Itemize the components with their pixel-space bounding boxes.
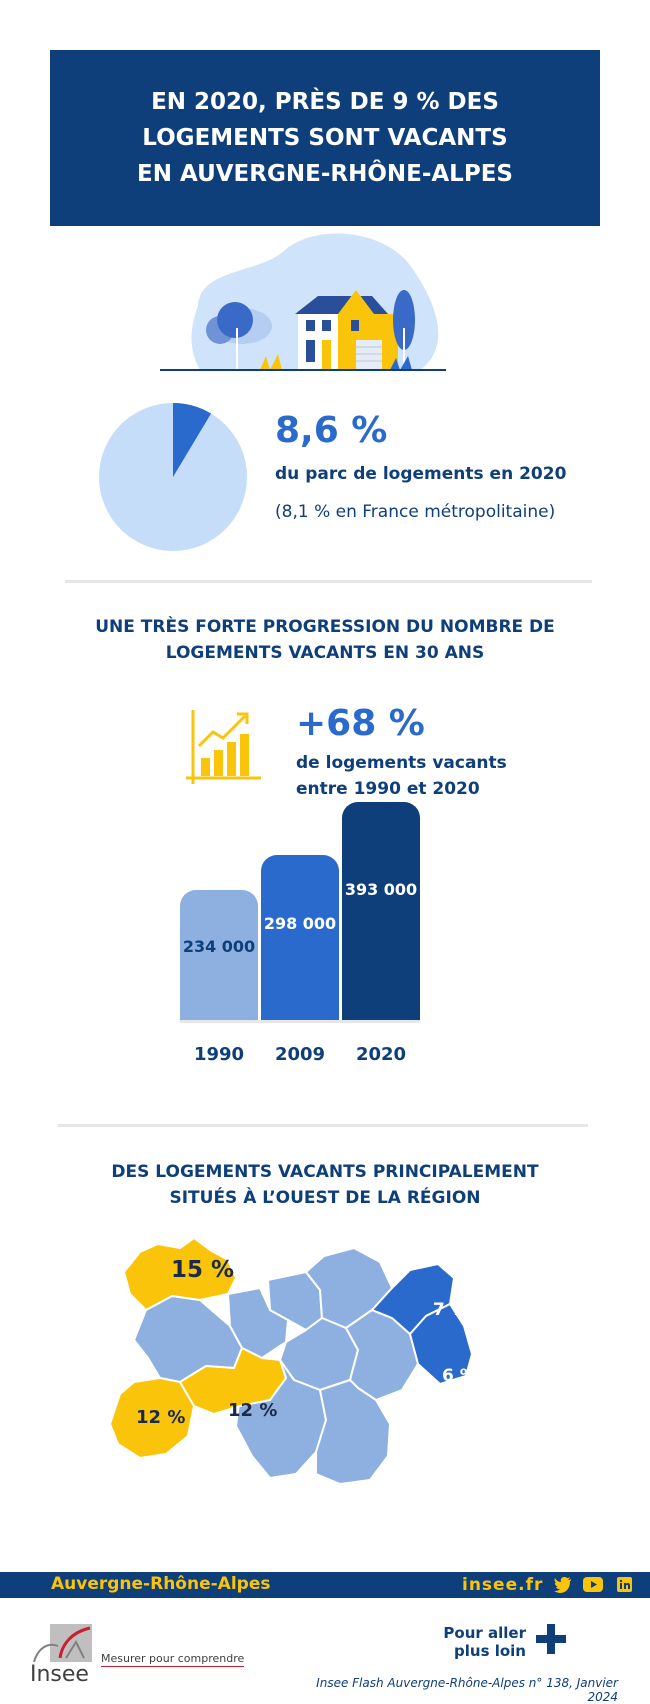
map-heading-line-2: SITUÉS À L’OUEST DE LA RÉGION	[169, 1188, 481, 1208]
share-note: (8,1 % en France métropolitaine)	[275, 502, 556, 522]
map-label-south-centre: 12 %	[228, 1400, 278, 1421]
title-line-2: LOGEMENTS SONT VACANTS	[142, 125, 508, 151]
bar-value-label-1990: 234 000	[182, 936, 256, 956]
year-label-2020: 2020	[355, 1044, 407, 1065]
footer-site-link[interactable]: insee.fr	[462, 1575, 544, 1595]
progression-label: de logements vacants entre 1990 et 2020	[296, 750, 507, 802]
youtube-icon[interactable]	[583, 1577, 603, 1592]
insee-logo-icon	[33, 1624, 92, 1663]
chart-baseline	[180, 1020, 420, 1023]
bar-1990	[180, 890, 258, 1020]
insee-tagline: Mesurer pour comprendre	[101, 1652, 245, 1667]
separator	[65, 580, 592, 583]
share-pie	[99, 403, 247, 551]
footer-bar: Auvergne-Rhône-Alpes insee.fr	[0, 1572, 650, 1598]
bar-2020	[342, 802, 420, 1020]
more-info-line-2: plus loin	[454, 1642, 526, 1660]
map-heading: DES LOGEMENTS VACANTS PRINCIPALEMENT SIT…	[50, 1159, 600, 1211]
progression-label-line-2: entre 1990 et 2020	[296, 779, 480, 799]
bar-value-label-2020: 393 000	[344, 880, 418, 900]
progression-heading-line-1: UNE TRÈS FORTE PROGRESSION DU NOMBRE DE	[95, 617, 555, 637]
map-department-north-west	[123, 1237, 237, 1311]
map-heading-line-1: DES LOGEMENTS VACANTS PRINCIPALEMENT	[111, 1162, 539, 1182]
map-department-east	[409, 1303, 473, 1385]
separator	[58, 1124, 588, 1127]
bar-2009	[261, 854, 339, 1020]
map-label-north-east: 7 %	[433, 1300, 468, 1320]
house-illustration	[160, 233, 446, 371]
vacant-housing-bar-chart: 234 000 1990 298 000 2009 393 000 2020	[180, 790, 430, 1070]
linkedin-icon[interactable]	[617, 1577, 632, 1592]
year-label-1990: 1990	[193, 1044, 245, 1065]
title-line-1: EN 2020, PRÈS DE 9 % DES	[151, 89, 499, 115]
progression-heading: UNE TRÈS FORTE PROGRESSION DU NOMBRE DE …	[50, 614, 600, 666]
progression-label-line-1: de logements vacants	[296, 753, 507, 773]
more-info-link[interactable]: Pour aller plus loin	[440, 1624, 526, 1660]
map-label-north-west: 15 %	[171, 1257, 235, 1283]
progression-value: +68 %	[296, 703, 425, 744]
pie-vacant-slice	[173, 403, 212, 477]
share-value: 8,6 %	[275, 410, 388, 451]
share-label: du parc de logements en 2020	[275, 464, 567, 484]
bar-value-label-2009: 298 000	[263, 914, 337, 934]
progression-heading-line-2: LOGEMENTS VACANTS EN 30 ANS	[165, 643, 485, 663]
title-banner: EN 2020, PRÈS DE 9 % DES LOGEMENTS SONT …	[50, 50, 600, 226]
map-label-south-west: 12 %	[136, 1407, 186, 1428]
region-map	[110, 1237, 473, 1485]
map-department-south-east	[315, 1379, 391, 1485]
map-department-south-centre	[179, 1347, 287, 1415]
insee-brand: Insee	[30, 1662, 89, 1687]
year-label-2009: 2009	[274, 1044, 326, 1065]
map-label-east: 6 %	[442, 1366, 477, 1386]
twitter-icon[interactable]	[554, 1577, 572, 1593]
plus-icon[interactable]	[536, 1624, 566, 1654]
growth-chart-icon	[186, 710, 261, 784]
more-info-line-1: Pour aller	[443, 1624, 526, 1642]
title-line-3: EN AUVERGNE-RHÔNE-ALPES	[137, 161, 513, 187]
footer-region: Auvergne-Rhône-Alpes	[51, 1574, 271, 1594]
